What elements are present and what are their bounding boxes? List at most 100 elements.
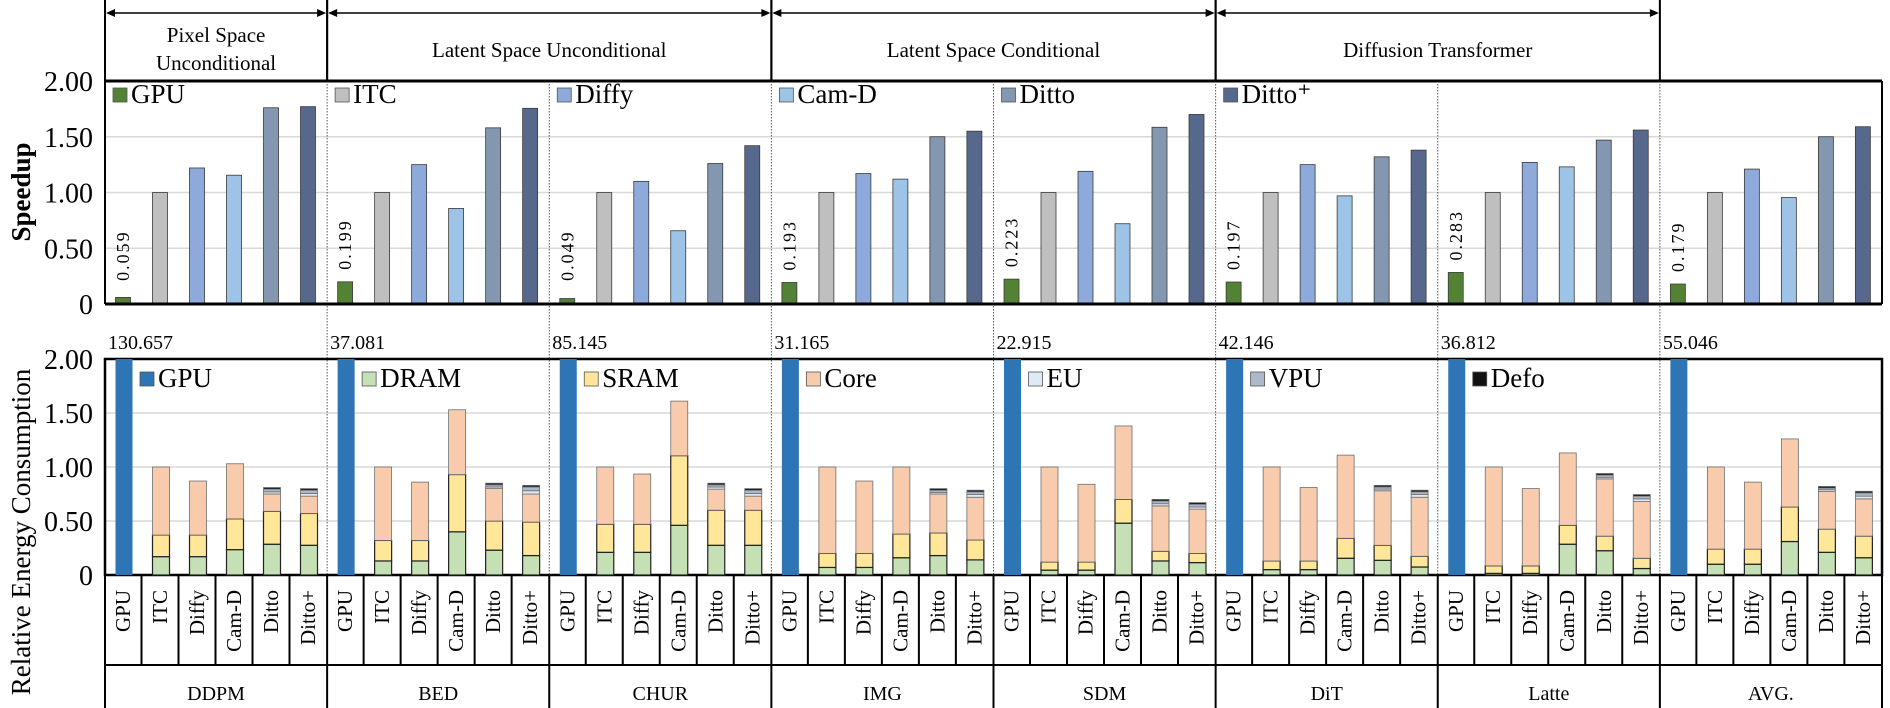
category-label: Ditto+ [1407, 590, 1431, 645]
energy-segment-defo [707, 482, 726, 486]
speedup-bar-ditto-plus [522, 107, 539, 305]
gpu-speedup-label: 0.199 [335, 219, 355, 270]
legend-swatch [139, 371, 155, 387]
speedup-bar-gpu [781, 282, 798, 305]
energy-segment-sram [151, 534, 171, 558]
energy-segment-sram [1743, 548, 1762, 565]
energy-legend-label: DRAM [380, 363, 461, 393]
group-label: DiT [1311, 683, 1343, 705]
category-label: Diffy [1518, 590, 1542, 636]
energy-segment-sram [1854, 535, 1873, 559]
gpu-speedup-label: 0.179 [1668, 222, 1688, 273]
group-label: AVG. [1748, 683, 1794, 705]
energy-segment-sram [1817, 528, 1836, 553]
energy-y-tick: 2.00 [44, 345, 93, 376]
speedup-bar-cam-d [670, 230, 687, 305]
energy-bar-gpu [559, 359, 577, 575]
category-label: Ditto+ [740, 590, 764, 645]
speedup-bar-cam-d [892, 178, 909, 305]
category-label: Ditto+ [1629, 590, 1653, 645]
energy-segment-dram [299, 544, 319, 576]
gpu-speedup-label: 0.049 [557, 230, 577, 281]
speedup-y-tick: 0.50 [44, 234, 93, 265]
energy-segment-dram [1299, 568, 1318, 576]
group-label: Latte [1528, 683, 1569, 705]
speedup-bar-gpu [1669, 283, 1686, 305]
category-label: GPU [1666, 590, 1690, 632]
energy-segment-dram [1262, 568, 1281, 576]
speedup-bar-cam-d [1780, 197, 1797, 305]
category-label: GPU [555, 590, 579, 632]
arrow-right-icon [761, 9, 771, 17]
energy-segment-core [892, 466, 911, 535]
speedup-bar-itc [1040, 192, 1057, 305]
arrow-right-icon [317, 9, 327, 17]
gpu-energy-value: 31.165 [774, 332, 829, 354]
energy-segment-dram [670, 524, 689, 576]
energy-segment-dram [1077, 569, 1096, 576]
speedup-bar-ditto [929, 136, 946, 305]
energy-segment-defo [1410, 489, 1429, 493]
speedup-y-tick: 1.00 [44, 179, 93, 210]
speedup-bar-ditto-plus [1188, 114, 1205, 305]
energy-y-tick: 0.50 [44, 507, 93, 538]
energy-segment-sram [633, 523, 652, 553]
speedup-bar-cam-d [1114, 223, 1131, 305]
gpu-energy-value: 37.081 [330, 332, 385, 354]
energy-segment-vpu [522, 486, 541, 492]
speedup-bar-ditto [263, 107, 279, 305]
energy-segment-defo [1854, 490, 1873, 494]
group-label: CHUR [633, 683, 689, 705]
energy-segment-dram [522, 554, 541, 576]
energy-segment-dram [1188, 561, 1207, 576]
category-label: Cam-D [888, 590, 912, 652]
energy-segment-dram [1151, 560, 1170, 576]
energy-segment-sram [1373, 544, 1392, 561]
speedup-legend-label: Ditto [1020, 79, 1076, 109]
energy-segment-sram [1336, 537, 1355, 559]
category-label: Cam-D [444, 590, 468, 652]
energy-segment-vpu [1410, 491, 1429, 495]
header-label: Pixel Space [167, 23, 266, 47]
energy-segment-dram [1743, 563, 1762, 576]
group-label: DDPM [187, 683, 245, 705]
gpu-speedup-label: 0.283 [1446, 210, 1466, 261]
energy-segment-core [1484, 466, 1503, 567]
category-label: Ditto [1592, 590, 1616, 633]
category-label: GPU [1444, 590, 1468, 632]
speedup-y-tick: 1.50 [44, 123, 93, 154]
energy-segment-defo [1188, 502, 1207, 505]
energy-segment-core [485, 488, 504, 522]
category-label: Diffy [185, 590, 209, 636]
speedup-bar-itc [1484, 192, 1501, 305]
category-label: ITC [1259, 590, 1283, 624]
energy-segment-sram [1780, 506, 1799, 543]
energy-segment-core [1632, 501, 1651, 559]
speedup-bar-diffy [1521, 161, 1538, 305]
energy-segment-core [226, 463, 244, 520]
category-label: Ditto+ [518, 590, 542, 645]
category-label: GPU [777, 590, 801, 632]
energy-segment-sram [1595, 535, 1614, 552]
energy-segment-vpu [1188, 503, 1207, 508]
energy-segment-core [1114, 425, 1133, 500]
legend-swatch [334, 87, 350, 103]
energy-segment-defo [1373, 484, 1392, 488]
arrow-left-icon [1216, 9, 1226, 17]
energy-segment-dram [707, 544, 726, 576]
energy-segment-core [1151, 505, 1170, 552]
speedup-bar-ditto-plus [1854, 126, 1871, 305]
category-label: Diffy [1296, 590, 1320, 636]
energy-segment-sram [1706, 548, 1725, 565]
energy-segment-core [448, 409, 467, 475]
energy-segment-core [929, 493, 948, 534]
category-label: Ditto [1370, 590, 1394, 633]
group-label: BED [418, 683, 458, 705]
gpu-speedup-label: 0.223 [1002, 217, 1022, 268]
speedup-bar-ditto-plus [744, 145, 761, 305]
category-label: GPU [111, 590, 135, 632]
energy-y-tick: 0 [79, 561, 93, 592]
energy-segment-sram [744, 509, 763, 546]
legend-swatch [1223, 87, 1239, 103]
